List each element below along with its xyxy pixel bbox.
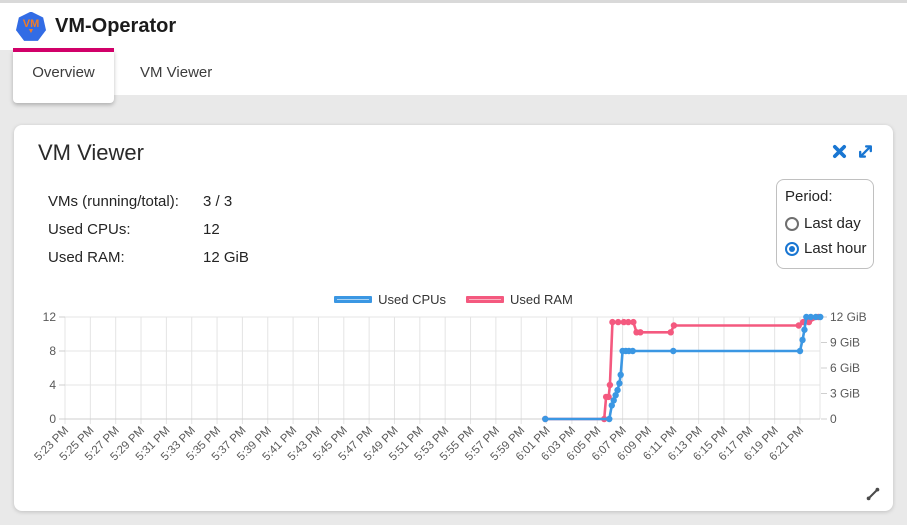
vm-operator-logo-icon: VM ▼ (16, 11, 46, 41)
tab-overview[interactable]: Overview (13, 48, 114, 103)
radio-label: Last hour (804, 240, 867, 257)
chart-legend: Used CPUs Used RAM (14, 292, 893, 307)
resize-handle-icon[interactable] (865, 486, 881, 502)
logo-arrow-icon: ▼ (27, 27, 35, 35)
stat-row-ram: Used RAM: 12 GiB (48, 243, 249, 271)
expand-button[interactable] (856, 142, 874, 160)
period-label: Period: (785, 188, 833, 205)
radio-last-day[interactable]: Last day (785, 211, 873, 236)
vm-stats: VMs (running/total): 3 / 3 Used CPUs: 12… (48, 187, 249, 271)
svg-text:9 GiB: 9 GiB (830, 336, 860, 350)
stat-row-cpus: Used CPUs: 12 (48, 215, 249, 243)
legend-item-used-cpus[interactable]: Used CPUs (334, 292, 446, 307)
svg-text:3 GiB: 3 GiB (830, 387, 860, 401)
app-header: VM ▼ VM-Operator (0, 0, 907, 50)
radio-label: Last day (804, 215, 861, 232)
radio-icon[interactable] (785, 216, 799, 231)
card-title: VM Viewer (38, 140, 144, 165)
close-button[interactable] (830, 142, 848, 160)
svg-text:4: 4 (49, 378, 56, 392)
legend-item-used-ram[interactable]: Used RAM (466, 292, 573, 307)
stat-label: Used RAM: (48, 248, 125, 266)
tab-bar: Overview VM Viewer (13, 48, 907, 103)
card-actions (830, 142, 874, 160)
period-selector: Period: Last day Last hour (776, 179, 874, 269)
close-icon (832, 144, 846, 158)
page-title: VM-Operator (55, 15, 177, 37)
expand-icon (858, 144, 872, 158)
stat-row-vms: VMs (running/total): 3 / 3 (48, 187, 249, 215)
svg-text:6 GiB: 6 GiB (830, 361, 860, 375)
svg-text:12: 12 (43, 310, 57, 324)
svg-text:0: 0 (830, 412, 837, 426)
stat-label: VMs (running/total): (48, 192, 179, 210)
stat-value: 12 GiB (203, 248, 249, 266)
used-ram-swatch-icon (466, 296, 505, 303)
svg-text:12 GiB: 12 GiB (830, 310, 867, 324)
stat-label: Used CPUs: (48, 220, 131, 238)
stat-value: 12 (203, 220, 220, 238)
radio-last-hour[interactable]: Last hour (785, 236, 873, 261)
used-cpus-swatch-icon (334, 296, 373, 303)
svg-text:8: 8 (49, 344, 56, 358)
vm-viewer-card: VM Viewer VMs (running/total): 3 / 3 Use… (14, 125, 893, 511)
legend-label: Used CPUs (378, 292, 447, 307)
stat-value: 3 / 3 (203, 192, 233, 210)
legend-label: Used RAM (510, 292, 573, 307)
logo-text: VM (22, 17, 40, 30)
tab-vm-viewer[interactable]: VM Viewer (140, 64, 213, 81)
svg-text:0: 0 (49, 412, 56, 426)
radio-icon[interactable] (785, 241, 799, 256)
